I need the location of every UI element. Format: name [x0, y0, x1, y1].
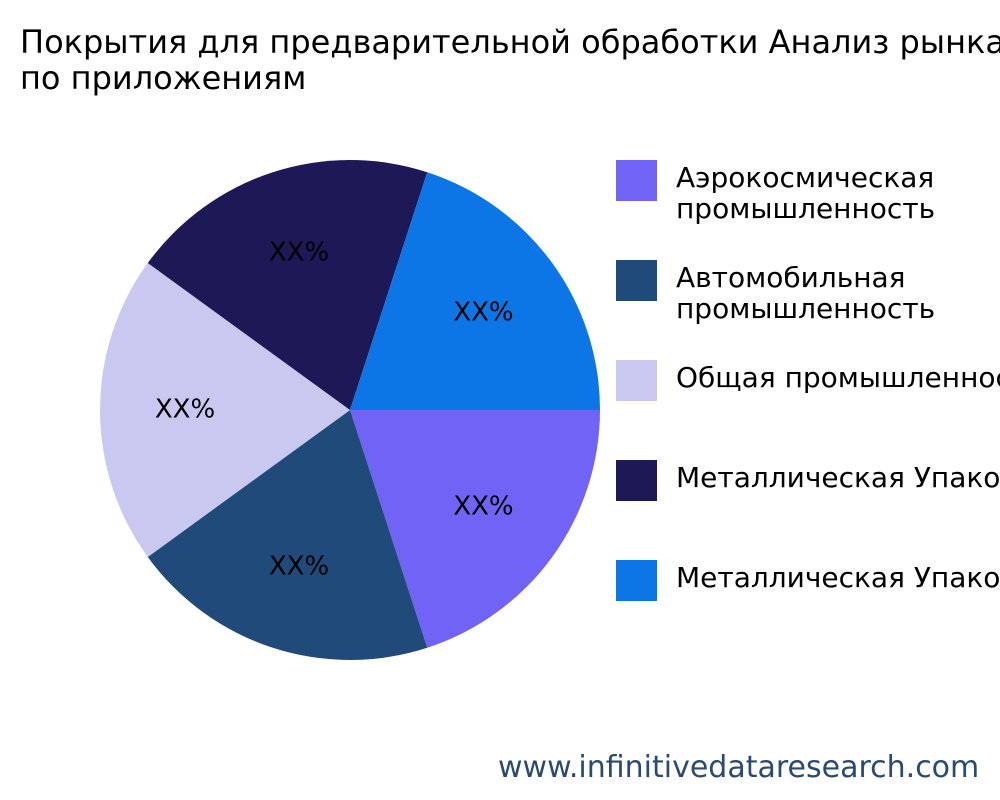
legend-item-1[interactable]: Аэрокосмическая промышленность [616, 160, 1000, 224]
legend-label-line: промышленность [676, 292, 936, 325]
legend-label-4: Металлическая Упаковка [676, 462, 1000, 493]
legend-swatch-3 [616, 360, 657, 401]
legend-swatch-5 [616, 560, 657, 601]
chart-title-line-2: по приложениям [20, 59, 307, 97]
pie-slice-label-3: XX% [155, 395, 215, 425]
pie-slice-3[interactable] [100, 263, 350, 557]
legend-label-line: Автомобильная [676, 261, 906, 294]
legend-label-5: Металлическая Упаковка [676, 562, 1000, 593]
legend-label-line: промышленность [676, 192, 936, 225]
legend-label-line: Аэрокосмическая [676, 161, 935, 194]
legend-item-2[interactable]: Автомобильная промышленность [616, 260, 1000, 324]
legend-label-line: Металлическая Упаковка [676, 561, 1000, 594]
legend-label-3: Общая промышленность [676, 362, 1000, 393]
legend-item-5[interactable]: Металлическая Упаковка [616, 560, 1000, 620]
legend-label-1: Аэрокосмическая промышленность [676, 162, 935, 224]
pie-slice-label-1: XX% [453, 491, 513, 521]
legend-item-3[interactable]: Общая промышленность [616, 360, 1000, 420]
legend-label-line: Общая промышленность [676, 361, 1000, 394]
legend-swatch-2 [616, 260, 657, 301]
chart-title: Покрытия для предварительной обработки А… [20, 24, 1000, 96]
legend-swatch-4 [616, 460, 657, 501]
legend-item-4[interactable]: Металлическая Упаковка [616, 460, 1000, 520]
pie-slice-label-5: XX% [453, 298, 513, 328]
chart-legend: Аэрокосмическая промышленность Автомобильн… [616, 0, 1000, 700]
chart-title-line-1: Покрытия для предварительной обработки А… [20, 23, 1000, 61]
pie-slice-5[interactable] [350, 172, 600, 410]
pie-slice-label-2: XX% [269, 551, 329, 581]
pie-slice-label-4: XX% [269, 238, 329, 268]
legend-label-line: Металлическая Упаковка [676, 461, 1000, 494]
pie-slice-4[interactable] [147, 160, 428, 410]
source-url[interactable]: www.infinitivedataresearch.com [498, 750, 980, 785]
pie-slice-1[interactable] [350, 410, 600, 648]
legend-label-2: Автомобильная промышленность [676, 262, 935, 324]
legend-swatch-1 [616, 160, 657, 201]
pie-slice-2[interactable] [147, 410, 428, 660]
